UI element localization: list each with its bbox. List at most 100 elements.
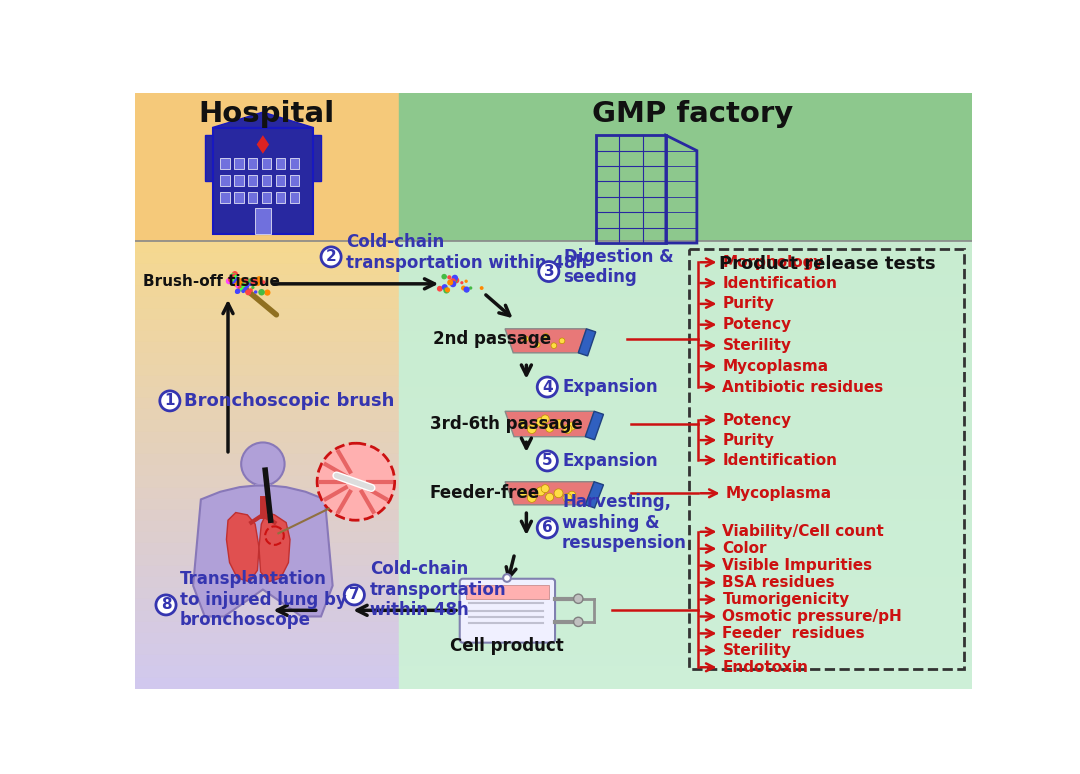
Bar [399,320,972,332]
Circle shape [450,278,456,284]
Bar [399,365,972,376]
Bar [135,241,399,253]
Circle shape [240,281,244,286]
Text: Sterility: Sterility [723,643,792,658]
Text: Sterility: Sterility [723,338,792,353]
Circle shape [318,444,394,520]
Circle shape [460,281,463,284]
Text: Hospital: Hospital [199,101,335,128]
Circle shape [442,274,447,279]
Text: Cell product: Cell product [450,637,564,655]
Bar [135,320,399,332]
Text: BSA residues: BSA residues [723,575,835,590]
FancyBboxPatch shape [460,579,555,642]
Circle shape [537,377,557,397]
Bar [135,365,399,376]
Bar [135,252,399,265]
Bar [399,476,972,488]
Circle shape [554,420,563,428]
Circle shape [437,286,443,292]
Text: Expansion: Expansion [562,378,658,396]
Text: Expansion: Expansion [562,452,658,470]
Polygon shape [505,329,586,353]
Circle shape [238,282,242,286]
Text: 3: 3 [543,264,554,279]
Circle shape [563,425,572,433]
Text: 1: 1 [164,393,175,409]
Circle shape [443,287,449,293]
Text: Osmotic pressure/pH: Osmotic pressure/pH [723,609,902,624]
Circle shape [254,279,257,283]
Bar [135,476,399,488]
Bar [399,465,972,477]
Circle shape [537,518,557,538]
Circle shape [265,289,270,296]
Text: Bronchoscopic brush: Bronchoscopic brush [184,392,394,410]
Bar [234,175,243,186]
Bar [399,656,972,667]
Circle shape [256,276,262,283]
Circle shape [232,277,235,281]
Bar [248,192,257,203]
Bar [399,420,972,433]
Bar [135,454,399,466]
Text: Potency: Potency [723,317,792,332]
Bar [262,159,271,169]
Circle shape [539,262,559,282]
Bar [135,387,399,399]
Circle shape [541,415,549,423]
Circle shape [232,271,238,277]
Bar [135,633,399,645]
Bar [135,465,399,477]
Bar [135,498,399,511]
Polygon shape [585,411,604,440]
Text: 6: 6 [542,520,553,536]
Circle shape [249,288,253,292]
Bar [399,521,972,533]
Text: 2nd passage: 2nd passage [433,330,552,348]
Circle shape [247,280,253,286]
Bar [276,159,285,169]
Text: Product release tests: Product release tests [719,255,935,272]
Text: Feeder-free: Feeder-free [430,485,540,502]
Text: GMP factory: GMP factory [592,101,794,128]
Text: Purity: Purity [723,296,774,311]
Text: Potency: Potency [723,413,792,427]
Bar [135,533,399,544]
Polygon shape [259,512,291,582]
Bar [135,678,399,690]
Circle shape [235,280,240,284]
Text: Digestion &
seeding: Digestion & seeding [564,248,673,286]
Text: Cold-chain
transportation within 48h: Cold-chain transportation within 48h [346,233,586,272]
Polygon shape [578,329,596,356]
Circle shape [234,275,238,279]
Circle shape [523,336,528,341]
Circle shape [447,276,451,279]
Circle shape [442,284,448,290]
Bar [399,678,972,690]
Bar [399,566,972,577]
Circle shape [464,279,468,283]
Circle shape [573,594,583,604]
Circle shape [537,417,545,426]
Bar [234,192,243,203]
Circle shape [227,276,233,283]
Circle shape [248,279,253,283]
Bar [255,484,271,499]
Circle shape [235,285,240,289]
Bar [399,375,972,388]
Text: Viability/Cell count: Viability/Cell count [723,524,885,539]
Circle shape [537,487,545,496]
Circle shape [527,425,537,433]
Circle shape [242,282,245,285]
Text: Feeder  residues: Feeder residues [723,626,865,641]
Text: 2: 2 [326,249,337,265]
Circle shape [241,289,245,293]
Bar [135,342,399,354]
Bar [135,409,399,421]
Circle shape [545,493,554,501]
Text: Mycoplasma: Mycoplasma [723,358,828,374]
Circle shape [233,283,238,286]
Bar [135,644,399,656]
Circle shape [551,343,556,348]
